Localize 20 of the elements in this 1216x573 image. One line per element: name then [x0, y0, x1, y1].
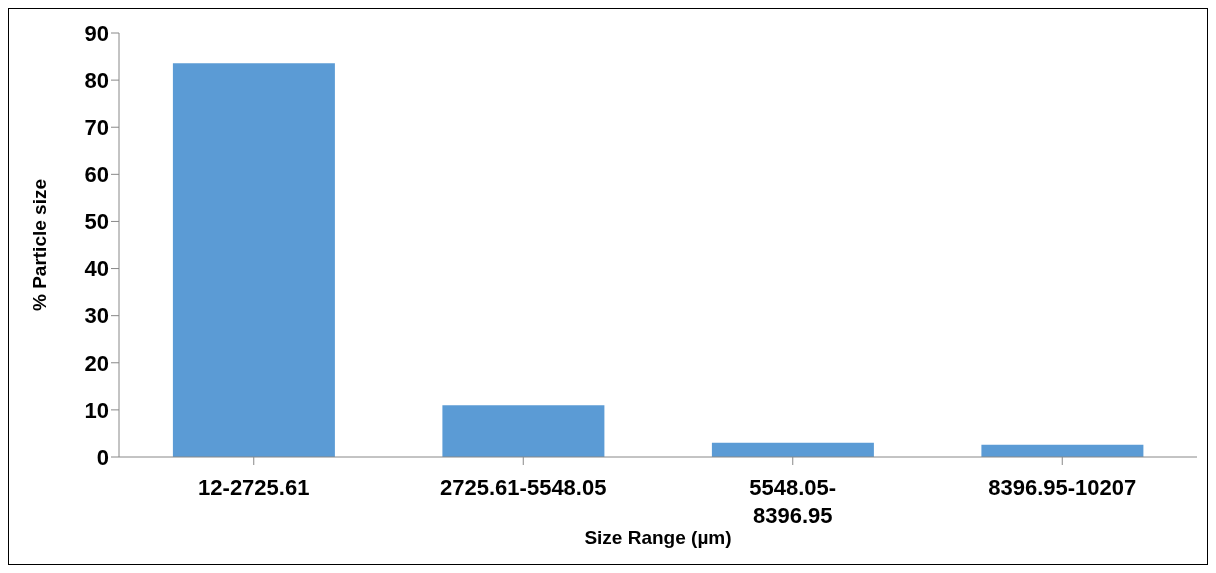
- y-tick-label: 30: [84, 303, 109, 329]
- x-tick-label: 12-2725.61: [198, 475, 310, 500]
- bar: [711, 442, 874, 457]
- y-tick-label: 40: [84, 256, 109, 282]
- x-tick-label: 5548.05- 8396.95: [749, 475, 837, 528]
- bar: [981, 444, 1144, 457]
- y-tick-label: 60: [84, 162, 109, 188]
- y-tick-label: 70: [84, 115, 109, 141]
- x-tick-label: 8396.95-10207: [988, 475, 1137, 500]
- x-tick-label: 2725.61-5548.05: [440, 475, 607, 500]
- x-axis-title: Size Range (µm): [584, 527, 732, 548]
- y-tick-label: 20: [84, 350, 109, 376]
- y-tick-label: 0: [96, 444, 109, 470]
- bar: [442, 405, 605, 457]
- y-axis-title: % Particle size: [28, 178, 50, 312]
- y-tick-label: 50: [84, 209, 109, 235]
- bar: [172, 63, 335, 457]
- y-tick-label: 90: [84, 20, 109, 46]
- y-tick-label: 10: [84, 397, 109, 423]
- y-tick-label: 80: [84, 67, 109, 93]
